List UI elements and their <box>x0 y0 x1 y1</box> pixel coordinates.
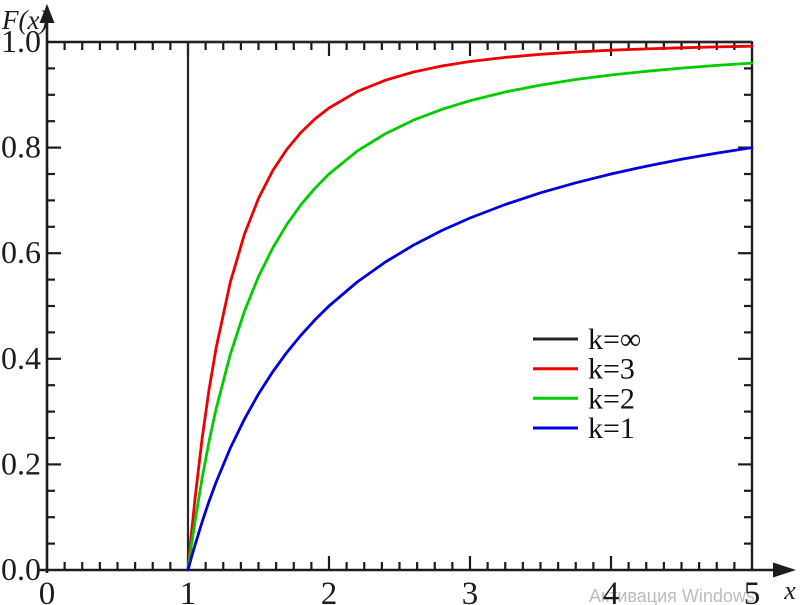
x-tick-label: 1 <box>180 576 197 605</box>
x-tick-label: 5 <box>744 576 761 605</box>
x-axis-arrowhead <box>773 562 796 578</box>
curve-k-inf <box>186 40 754 572</box>
x-tick-label: 4 <box>603 576 620 605</box>
legend: k=∞k=3k=2k=1 <box>533 323 641 445</box>
y-axis-title: F(x) <box>1 5 48 35</box>
legend-item: k=2 <box>533 382 635 415</box>
y-tick-label: 0.8 <box>1 129 41 165</box>
legend-item: k=1 <box>533 412 635 445</box>
x-tick-label: 2 <box>321 576 338 605</box>
legend-label-k-2: k=2 <box>588 382 635 415</box>
y-tick-label: 1.0 <box>1 23 41 59</box>
legend-label-k-3: k=3 <box>588 353 635 386</box>
axes-and-ticks <box>37 4 796 578</box>
y-tick-label: 0.6 <box>1 234 41 270</box>
legend-item: k=∞ <box>533 323 641 356</box>
curve-k-3 <box>186 44 754 572</box>
curves <box>186 40 754 572</box>
x-tick-labels: 0 1 2 3 4 5 <box>39 576 761 605</box>
windows-activation-watermark: Активация Windows <box>589 586 755 605</box>
y-tick-label: 0.2 <box>1 445 41 481</box>
y-tick-labels: 0.0 0.2 0.4 0.6 0.8 1.0 <box>1 23 41 587</box>
legend-item: k=3 <box>533 353 635 386</box>
x-tick-label: 3 <box>462 576 479 605</box>
x-tick-label: 0 <box>39 576 56 605</box>
x-axis-title: x <box>783 576 796 605</box>
curve-k-1 <box>186 146 754 572</box>
legend-label-k-inf: k=∞ <box>588 323 641 356</box>
y-tick-label: 0.4 <box>1 340 41 376</box>
curve-k-2 <box>186 61 754 572</box>
y-tick-label: 0.0 <box>1 551 41 587</box>
y-axis-arrowhead <box>39 4 55 23</box>
legend-label-k-1: k=1 <box>588 412 635 445</box>
